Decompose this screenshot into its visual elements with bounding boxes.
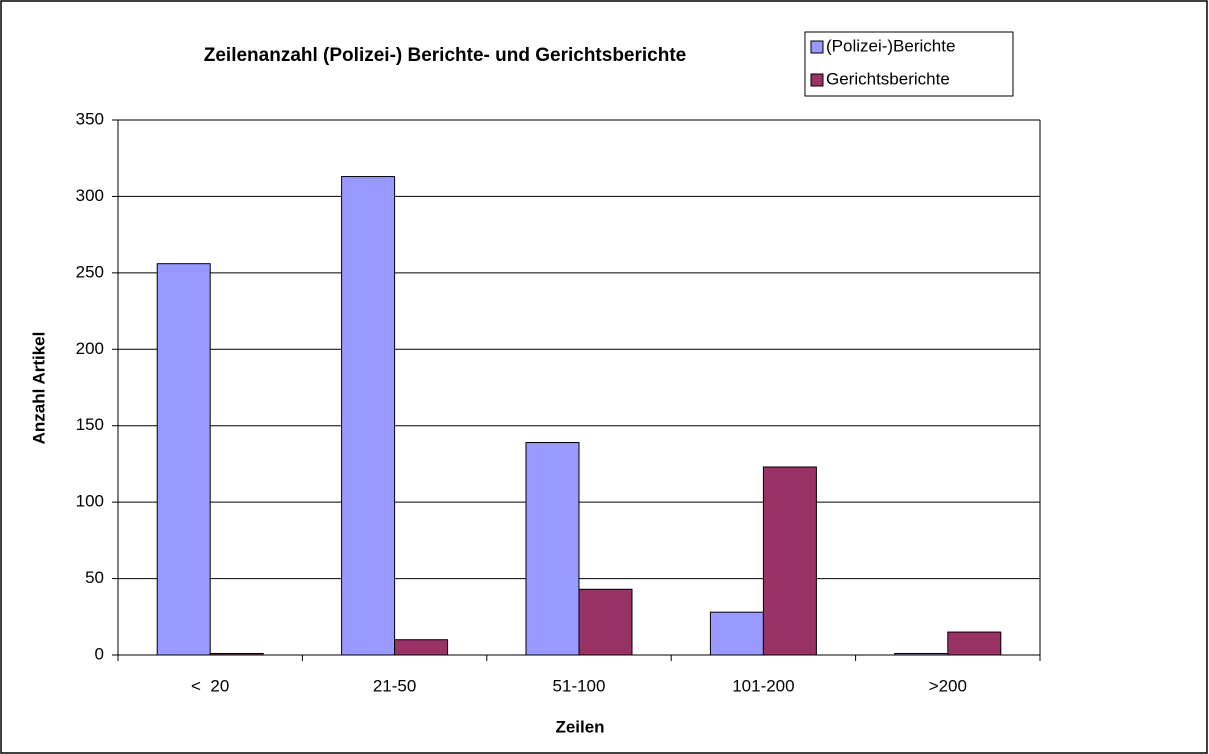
chart-title: Zeilenanzahl (Polizei-) Berichte- und Ge… [204,45,686,66]
x-tick-label: 51-100 [553,676,606,695]
y-tick-label: 150 [76,415,104,434]
x-tick-label: < 20 [191,676,229,695]
bar [578,588,633,656]
bar [762,466,817,656]
bar [947,631,1002,656]
bar [894,652,949,656]
bar [156,263,211,656]
bar [209,652,264,656]
bar [709,611,764,656]
legend-label: Gerichtsberichte [826,69,950,88]
legend-swatch [810,40,824,54]
y-tick-label: 300 [76,186,104,205]
y-axis-label: Anzahl Artikel [29,332,48,445]
x-axis-label: Zeilen [555,717,604,736]
y-tick-label: 250 [76,262,104,281]
bar [341,176,396,656]
bar [525,442,580,656]
x-tick-label: >200 [929,676,967,695]
y-tick-label: 100 [76,492,104,511]
y-tick-label: 50 [85,568,104,587]
x-tick-label: 101-200 [732,676,794,695]
y-tick-label: 0 [95,644,104,663]
legend-label: (Polizei-)Berichte [826,36,955,55]
legend-frame [804,31,1014,97]
y-tick-label: 350 [76,109,104,128]
y-tick-label: 200 [76,339,104,358]
x-tick-label: 21-50 [373,676,416,695]
bar [394,639,449,656]
legend-swatch [810,73,824,87]
